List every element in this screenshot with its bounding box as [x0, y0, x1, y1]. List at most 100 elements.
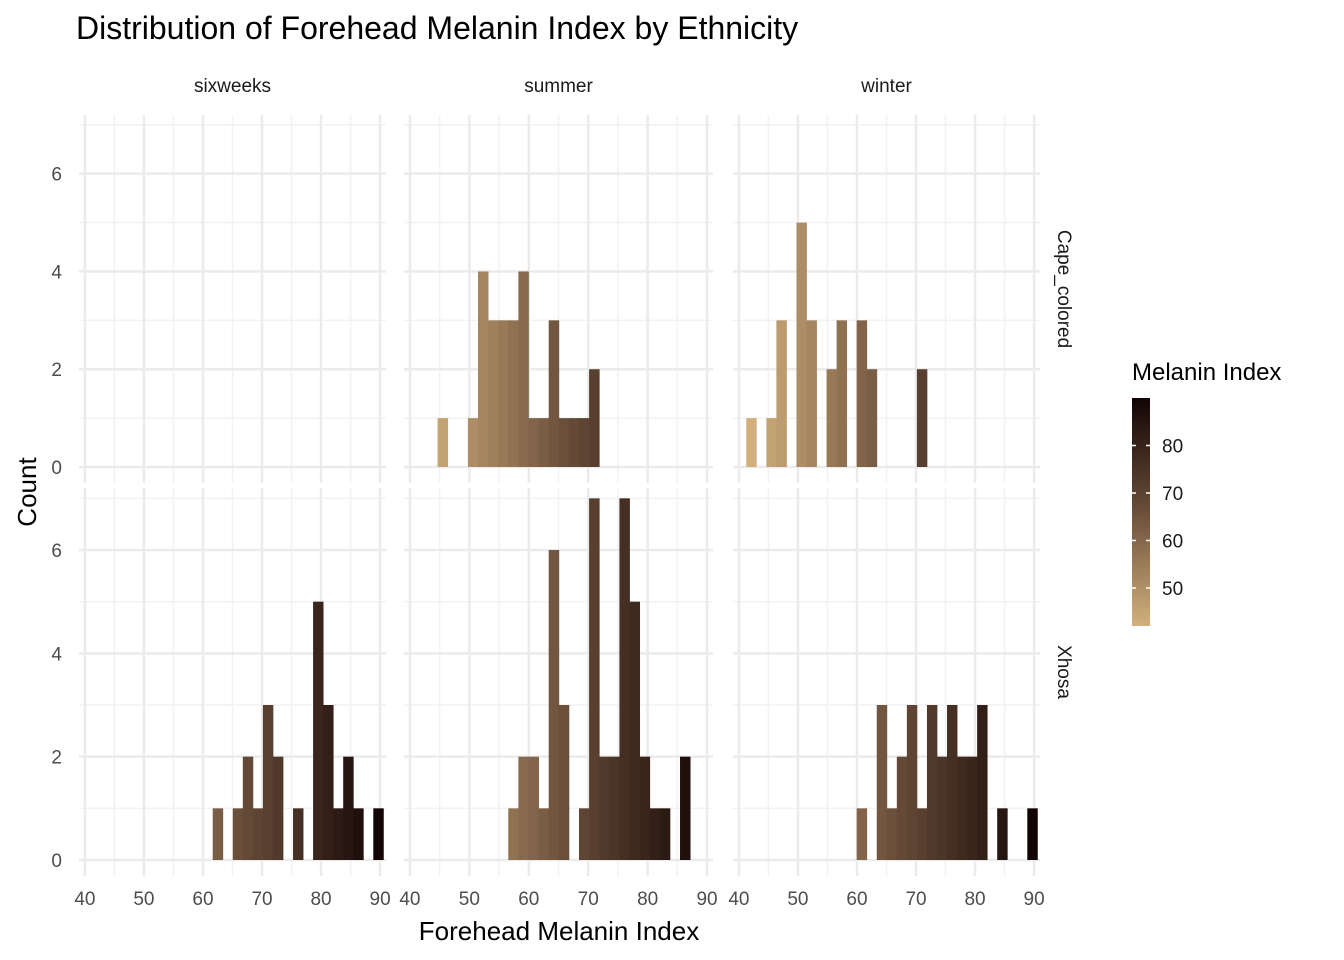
histogram-bar	[639, 756, 651, 860]
histogram-bar	[599, 756, 610, 860]
panel-Cape_colored-winter	[733, 115, 1040, 483]
legend-tick-label: 60	[1162, 532, 1183, 553]
panel-Cape_colored-summer	[404, 115, 713, 483]
histogram-bar	[548, 550, 560, 860]
y-tick-label: 4	[51, 262, 62, 283]
y-tick-label: 6	[51, 165, 62, 186]
histogram-bar	[977, 705, 988, 860]
histogram-bar	[746, 418, 757, 467]
histogram-bar	[680, 756, 691, 860]
x-tick-label: 40	[74, 889, 95, 910]
histogram-bar	[589, 498, 600, 860]
histogram-bar	[488, 320, 499, 467]
histogram-bar	[467, 418, 479, 467]
histogram-bar	[589, 369, 600, 467]
x-tick-label: 70	[251, 889, 272, 910]
x-tick-label: 80	[637, 889, 658, 910]
histogram-bar	[558, 418, 570, 467]
histogram-bar	[212, 808, 224, 860]
histogram-bar	[518, 756, 529, 860]
y-tick-label: 0	[51, 851, 62, 872]
x-tick-label: 70	[578, 889, 599, 910]
histogram-bar	[836, 320, 848, 467]
histogram-bar	[437, 418, 449, 467]
histogram-bar	[916, 369, 928, 467]
panel-Xhosa-summer	[404, 488, 713, 876]
legend-colorbar	[1132, 398, 1150, 626]
histogram-bar	[1027, 808, 1038, 860]
histogram-bar	[856, 808, 868, 860]
histogram-bar	[528, 418, 539, 467]
histogram-bar	[477, 271, 489, 467]
histogram-bar	[568, 418, 580, 467]
panels-layer	[79, 115, 1040, 876]
histogram-bar	[856, 320, 868, 467]
histogram-bar	[508, 320, 519, 467]
histogram-bar	[997, 808, 1008, 860]
y-axis-title: Count	[12, 457, 42, 527]
legend: Melanin Index 50 60 70 80	[1132, 359, 1281, 626]
x-tick-label: 60	[518, 889, 539, 910]
x-tick-label: 50	[787, 889, 808, 910]
histogram-bar	[916, 808, 928, 860]
histogram-bar	[293, 808, 304, 860]
x-tick-label: 60	[846, 889, 867, 910]
panel-Xhosa-sixweeks	[79, 488, 386, 876]
x-tick-label: 70	[905, 889, 926, 910]
histogram-bar	[252, 808, 264, 860]
x-tick-label: 40	[399, 889, 420, 910]
histogram-bar	[947, 705, 958, 860]
facet-strip-Cape_colored: Cape_colored	[1053, 230, 1074, 348]
histogram-bar	[538, 418, 550, 467]
histogram-bar	[232, 808, 244, 860]
x-tick-label: 80	[964, 889, 985, 910]
x-tick-label: 80	[310, 889, 331, 910]
panel-Cape_colored-sixweeks	[79, 115, 386, 483]
facet-strip-sixweeks: sixweeks	[194, 76, 271, 97]
histogram-bar	[609, 756, 620, 860]
panel-Xhosa-winter	[733, 488, 1040, 876]
histogram-bar	[343, 756, 354, 860]
y-tick-label: 2	[51, 360, 62, 381]
x-tick-label: 50	[459, 889, 480, 910]
histogram-bar	[579, 418, 590, 467]
y-tick-label: 2	[51, 748, 62, 769]
x-tick-label: 90	[370, 889, 391, 910]
x-tick-label: 60	[192, 889, 213, 910]
histogram-bar	[876, 705, 888, 860]
legend-title: Melanin Index	[1132, 359, 1281, 386]
histogram-bar	[886, 808, 898, 860]
facet-strip-winter: winter	[860, 76, 912, 97]
histogram-bar	[766, 418, 777, 467]
histogram-bar	[579, 808, 590, 860]
histogram-bar	[776, 320, 787, 467]
histogram-bar	[528, 756, 539, 860]
histogram-bar	[262, 705, 274, 860]
histogram-bar	[806, 320, 817, 467]
histogram-bar	[649, 808, 661, 860]
histogram-bar	[548, 320, 560, 467]
histogram-bar	[353, 808, 364, 860]
x-tick-label: 90	[696, 889, 717, 910]
histogram-bar	[826, 369, 838, 467]
legend-tick-label: 70	[1162, 484, 1183, 505]
y-tick-label: 0	[51, 458, 62, 479]
histogram-bar	[967, 756, 978, 860]
y-tick-label: 4	[51, 644, 62, 665]
histogram-bar	[619, 498, 630, 860]
facet-strip-Xhosa: Xhosa	[1053, 645, 1074, 699]
legend-tick-label: 80	[1162, 437, 1183, 458]
legend-tick-label: 50	[1162, 579, 1183, 600]
x-tick-label: 50	[133, 889, 154, 910]
x-tick-label: 90	[1024, 889, 1045, 910]
chart-title: Distribution of Forehead Melanin Index b…	[76, 10, 798, 46]
histogram-bar	[957, 756, 968, 860]
histogram-bar	[518, 271, 529, 467]
histogram-bar	[323, 705, 334, 860]
histogram-bar	[936, 756, 948, 860]
histogram-bar	[313, 601, 324, 860]
histogram-bar	[629, 601, 641, 860]
histogram-bar	[896, 756, 908, 860]
x-axis-title: Forehead Melanin Index	[419, 916, 699, 946]
